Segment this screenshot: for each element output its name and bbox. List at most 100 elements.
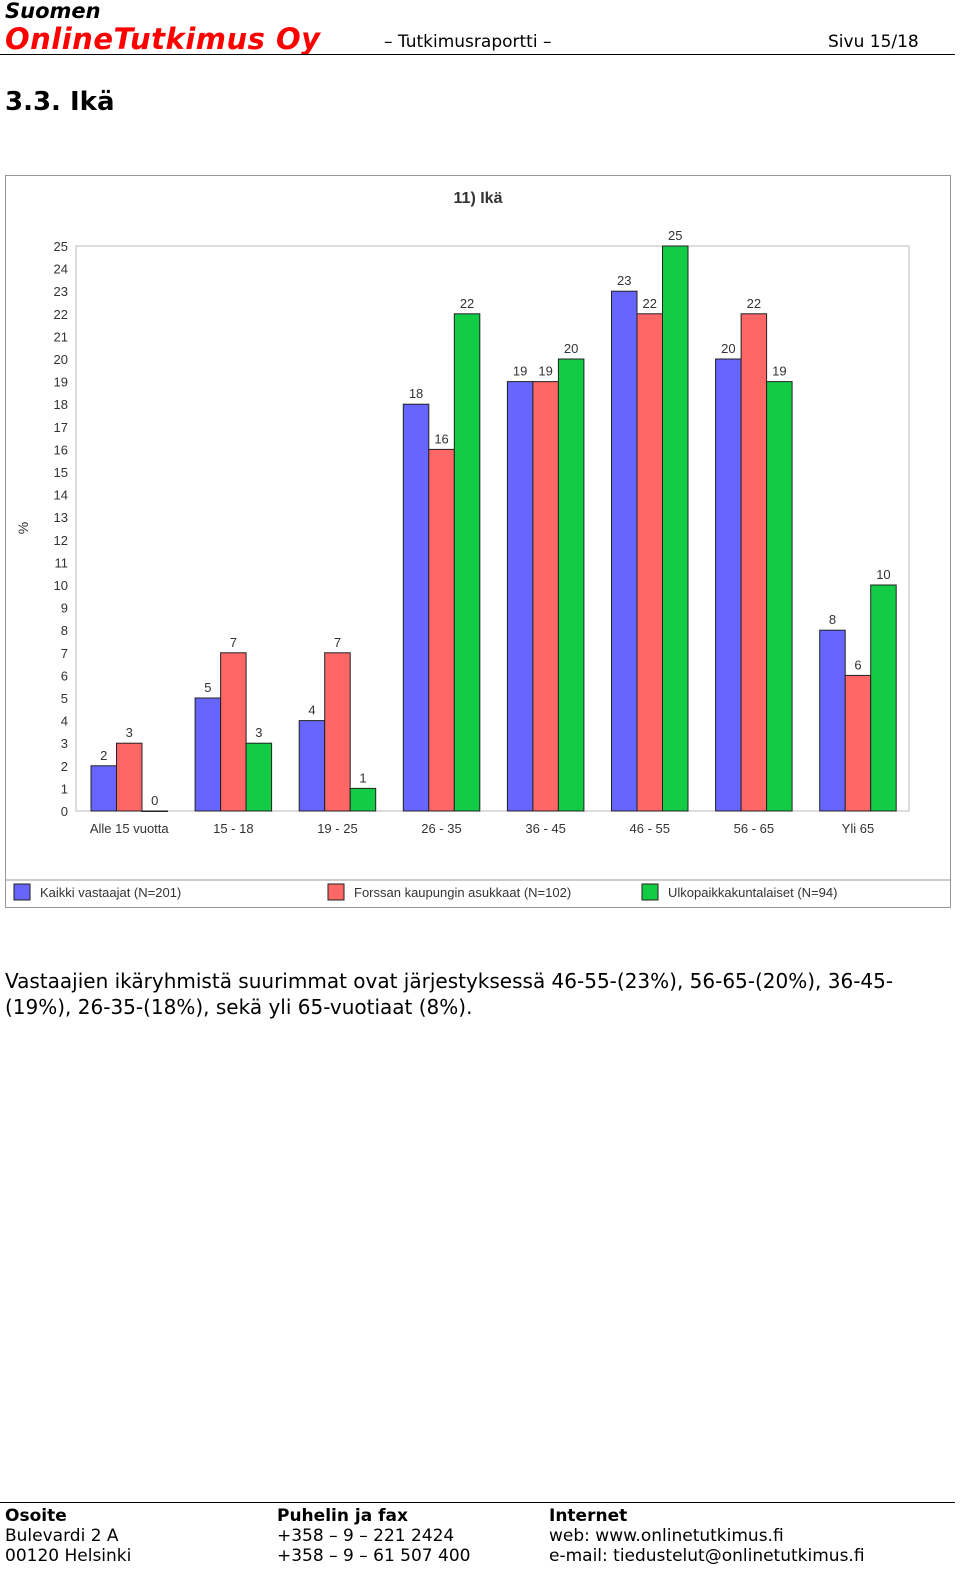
- age-bar-chart: 11) Ikä012345678910111213141516171819202…: [6, 190, 950, 901]
- bar-2: [220, 652, 247, 812]
- bar-value-label: 10: [876, 567, 890, 582]
- y-tick-label: 0: [61, 804, 68, 819]
- plot-area-border: [75, 245, 910, 812]
- bar-value-label: 22: [643, 296, 657, 311]
- bar-3: [766, 381, 793, 812]
- legend-label-2: Forssan kaupungin asukkaat (N=102): [354, 885, 571, 900]
- footer-email-link[interactable]: e-mail: tiedustelut@onlinetutkimus.fi: [549, 1546, 865, 1566]
- bar-2: [428, 448, 455, 812]
- y-tick-label: 23: [54, 284, 68, 299]
- y-tick-label: 16: [54, 442, 68, 457]
- report-label: – Tutkimusraportti –: [384, 32, 552, 52]
- legend-swatch-1: [13, 883, 31, 901]
- x-tick-label: 56 - 65: [734, 821, 774, 836]
- y-tick-label: 14: [54, 488, 68, 503]
- y-tick-label: 9: [61, 601, 68, 616]
- y-tick-label: 19: [54, 375, 68, 390]
- bar-1: [90, 765, 117, 812]
- footer-internet-heading: Internet: [549, 1506, 628, 1526]
- chart-title: 11) Ikä: [454, 190, 503, 207]
- y-tick-label: 17: [54, 420, 68, 435]
- y-tick-label: 4: [61, 714, 68, 729]
- y-tick-label: 21: [54, 329, 68, 344]
- bar-value-label: 2: [100, 748, 107, 763]
- footer-address-heading: Osoite: [5, 1506, 67, 1526]
- bar-value-label: 0: [151, 793, 158, 808]
- bar-2: [116, 742, 143, 812]
- x-tick-label: 26 - 35: [421, 821, 461, 836]
- bar-3: [453, 313, 481, 812]
- bar-2: [740, 313, 768, 812]
- bar-3: [870, 584, 897, 812]
- legend-swatch-3: [641, 883, 659, 901]
- footer-address-street: Bulevardi 2 A: [5, 1526, 119, 1546]
- bar-value-label: 20: [721, 341, 735, 356]
- bar-1: [298, 720, 326, 812]
- x-tick-label: Alle 15 vuotta: [90, 821, 170, 836]
- bar-value-label: 16: [434, 431, 448, 446]
- bar-value-label: 1: [359, 770, 366, 785]
- y-tick-label: 11: [55, 555, 69, 570]
- y-tick-label: 20: [54, 352, 68, 367]
- page-number: Sivu 15/18: [828, 32, 919, 52]
- y-tick-label: 10: [54, 578, 68, 593]
- bar-3: [662, 245, 689, 812]
- y-tick-label: 25: [54, 239, 68, 254]
- bar-2: [324, 652, 351, 812]
- x-tick-label: 36 - 45: [525, 821, 565, 836]
- bar-value-label: 7: [230, 635, 237, 650]
- legend-swatch-2: [327, 883, 345, 901]
- y-tick-label: 5: [61, 691, 68, 706]
- x-tick-label: 19 - 25: [317, 821, 357, 836]
- y-axis-label: %: [15, 522, 31, 534]
- bar-value-label: 4: [308, 703, 315, 718]
- bar-1: [715, 358, 742, 812]
- x-tick-label: 15 - 18: [213, 821, 253, 836]
- bar-3: [557, 358, 585, 812]
- y-tick-label: 18: [54, 397, 68, 412]
- y-tick-label: 2: [61, 759, 68, 774]
- y-tick-label: 15: [54, 465, 68, 480]
- y-tick-label: 1: [61, 781, 68, 796]
- legend-label-3: Ulkopaikkakuntalaiset (N=94): [668, 885, 837, 900]
- legend-label-1: Kaikki vastaajat (N=201): [40, 885, 181, 900]
- footer-fax-number: +358 – 9 – 61 507 400: [277, 1546, 471, 1566]
- section-title: 3.3. Ikä: [5, 87, 115, 117]
- bar-value-label: 7: [334, 635, 341, 650]
- x-tick-label: 46 - 55: [630, 821, 670, 836]
- x-tick-label: Yli 65: [842, 821, 875, 836]
- bar-value-label: 19: [772, 364, 786, 379]
- bar-3: [349, 787, 377, 812]
- bar-2: [636, 313, 663, 812]
- footer-web-link[interactable]: web: www.onlinetutkimus.fi: [549, 1526, 784, 1546]
- chart-frame: 11) Ikä 0 1 2 3 4 5 6 7 8 9 10 11 12 13 14 15 16 17 18 19 20 2…: [5, 175, 951, 908]
- body-paragraph: Vastaajien ikäryhmistä suurimmat ovat jä…: [5, 969, 894, 1019]
- bar-1: [506, 381, 534, 812]
- bar-value-label: 19: [513, 364, 527, 379]
- bar-value-label: 19: [538, 364, 552, 379]
- footer-address: Osoite Bulevardi 2 A 00120 Helsinki: [5, 1506, 131, 1566]
- header-divider: [0, 54, 955, 55]
- bar-value-label: 22: [747, 296, 761, 311]
- footer-address-city: 00120 Helsinki: [5, 1546, 132, 1566]
- y-tick-label: 12: [54, 533, 68, 548]
- bar-2: [844, 674, 872, 812]
- bar-3: [141, 810, 168, 812]
- bar-value-label: 8: [829, 612, 836, 627]
- bar-value-label: 6: [854, 657, 861, 672]
- bar-value-label: 5: [204, 680, 211, 695]
- footer-phone: Puhelin ja fax +358 – 9 – 221 2424 +358 …: [277, 1506, 470, 1566]
- y-tick-label: 8: [61, 623, 68, 638]
- bar-value-label: 25: [668, 228, 682, 243]
- bar-1: [611, 290, 638, 812]
- bar-value-label: 18: [409, 386, 423, 401]
- bar-value-label: 20: [564, 341, 578, 356]
- bar-3: [245, 742, 273, 812]
- bar-value-label: 23: [617, 273, 631, 288]
- y-tick-label: 13: [54, 510, 68, 525]
- y-tick-label: 7: [61, 646, 68, 661]
- y-tick-label: 3: [61, 736, 68, 751]
- footer-internet: Internet web: www.onlinetutkimus.fi e-ma…: [549, 1506, 865, 1566]
- bar-1: [402, 403, 430, 812]
- y-tick-label: 6: [61, 668, 68, 683]
